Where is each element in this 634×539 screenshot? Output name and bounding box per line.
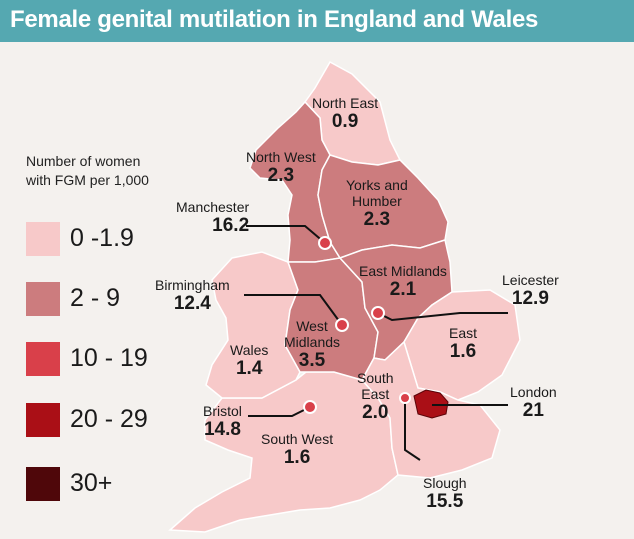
city-label-london: London 21: [510, 384, 557, 421]
legend-swatch: [26, 403, 60, 437]
region-label-south-west: South West 1.6: [261, 431, 334, 468]
city-label-slough: Slough 15.5: [423, 475, 467, 512]
map-title: Female genital mutilation in England and…: [10, 6, 539, 33]
legend-item: 2 - 9: [26, 282, 226, 326]
legend-label: 20 - 29: [70, 405, 148, 433]
region-label-east: East 1.6: [449, 325, 478, 362]
leader-leicester: [377, 312, 508, 322]
region-label-north-west: North West 2.3: [246, 149, 316, 186]
region-label-south-east: South East 2.0: [357, 370, 394, 423]
legend-swatch: [26, 282, 60, 316]
city-label-leicester: Leicester 12.9: [502, 272, 559, 309]
region-label-wales: Wales 1.4: [230, 342, 269, 379]
region-label-west-midlands: West Midlands 3.5: [284, 318, 341, 371]
marker-bristol: [303, 400, 317, 414]
legend-item: 0 -1.9: [26, 222, 226, 266]
legend-swatch: [26, 222, 60, 256]
leader-slough: [404, 398, 421, 461]
marker-leicester: [371, 306, 385, 320]
region-label-north-east: North East 0.9: [312, 95, 379, 132]
legend-title: Number of women with FGM per 1,000: [26, 153, 149, 188]
legend-swatch: [26, 342, 60, 376]
region-london: [413, 389, 449, 419]
region-label-yorks-humber: Yorks and Humber 2.3: [346, 177, 408, 230]
legend-label: 2 - 9: [70, 284, 121, 312]
marker-birmingham: [335, 318, 349, 332]
legend-item: 10 - 19: [26, 342, 226, 386]
city-label-bristol: Bristol 14.8: [203, 403, 242, 440]
legend-item: 20 - 29: [26, 403, 226, 447]
leader-manchester: [246, 225, 326, 244]
legend-label: 30+: [70, 469, 113, 497]
city-label-manchester: Manchester 16.2: [176, 199, 250, 236]
legend-swatch: [26, 467, 60, 501]
leader-birmingham: [244, 294, 343, 326]
legend-item: 30+: [26, 467, 226, 511]
region-label-east-midlands: East Midlands 2.1: [359, 263, 447, 300]
legend-label: 10 - 19: [70, 344, 148, 372]
marker-manchester: [318, 236, 332, 250]
legend-label: 0 -1.9: [70, 224, 134, 252]
city-label-birmingham: Birmingham 12.4: [155, 277, 230, 314]
title-bar: Female genital mutilation in England and…: [0, 0, 634, 42]
marker-slough: [399, 392, 411, 404]
